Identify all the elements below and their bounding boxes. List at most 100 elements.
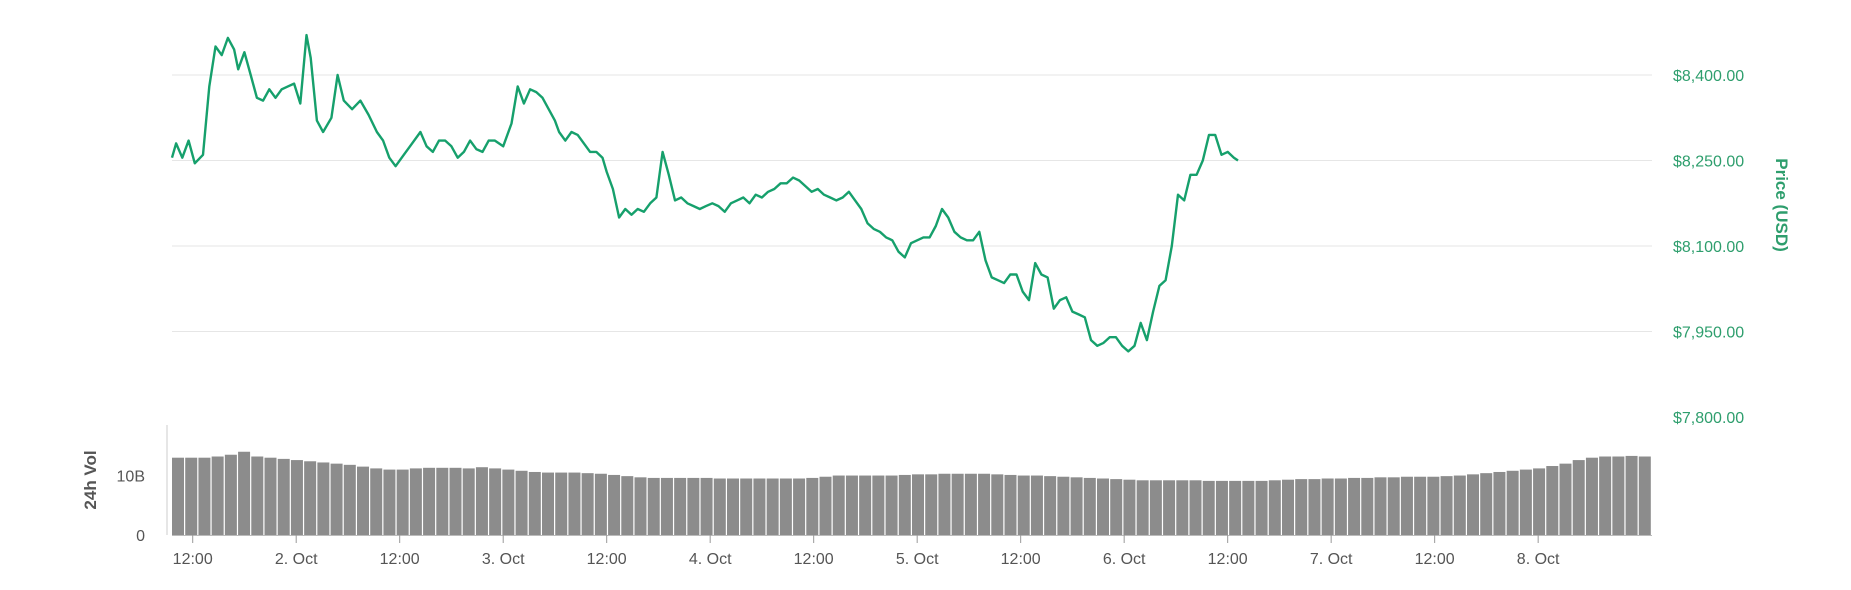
volume-bar [1044,476,1057,535]
volume-bar [991,474,1004,535]
volume-bar [1506,470,1519,535]
x-tick-label: 7. Oct [1310,551,1353,568]
volume-bar [1189,480,1202,535]
volume-bar [1229,480,1242,535]
price-tick-label: $7,800.00 [1673,410,1744,427]
volume-bar [370,468,383,535]
volume-bar [647,477,660,535]
volume-bar [1585,457,1598,535]
volume-bar [1440,476,1453,535]
volume-bar [502,469,515,535]
volume-bar [264,457,277,535]
volume-bar [819,476,832,535]
volume-bar [713,478,726,535]
volume-bars [172,451,1652,536]
volume-bar [1612,456,1625,535]
volume-bar [1149,480,1162,535]
volume-bar [1348,477,1361,535]
x-tick-label: 12:00 [1415,551,1455,568]
volume-bar [885,475,898,535]
volume-bar [528,471,541,535]
volume-bar [1202,480,1215,535]
volume-bar [172,457,185,535]
volume-bar [238,451,251,535]
volume-bar [1321,478,1334,535]
volume-bar [1467,474,1480,535]
volume-bar [674,477,687,535]
volume-bar [409,468,422,535]
volume-bar [859,475,872,535]
volume-bar [1163,480,1176,535]
x-tick-label: 4. Oct [689,551,732,568]
volume-bar [793,478,806,535]
volume-bar [1493,471,1506,535]
volume-bar [1533,468,1546,535]
volume-bar [832,475,845,535]
x-tick-label: 12:00 [587,551,627,568]
volume-bar [1374,477,1387,535]
volume-bar [1519,469,1532,535]
volume-bar [740,478,753,535]
grid-layer [172,74,1652,332]
x-tick-label: 6. Oct [1103,551,1146,568]
volume-bar [660,477,673,535]
price-tick-label: $8,400.00 [1673,68,1744,85]
volume-bar [462,468,475,535]
volume-bar [608,474,621,535]
volume-bar [898,474,911,535]
volume-bar [727,478,740,535]
volume-bar [185,457,198,535]
volume-bar [806,477,819,535]
volume-bar [1242,480,1255,535]
volume-bar [779,478,792,535]
volume-bar [687,477,700,535]
volume-bar [1599,456,1612,535]
volume-bar [1268,480,1281,535]
volume-bar [1215,480,1228,535]
x-tick-label: 12:00 [380,551,420,568]
volume-bar [277,458,290,535]
volume-tick-label: 10B [117,469,145,486]
volume-bar [290,460,303,535]
volume-bar [1414,476,1427,535]
volume-bar [304,461,317,535]
volume-bar [383,469,396,535]
price-tick-label: $7,950.00 [1673,325,1744,342]
volume-bar [964,473,977,535]
volume-bar [1453,475,1466,535]
volume-bar [1480,473,1493,535]
volume-bar [224,454,237,535]
volume-bar [938,473,951,535]
volume-bar [330,463,343,535]
volume-bar [251,456,264,535]
volume-bar [1083,477,1096,535]
volume-bar [1638,456,1651,535]
volume-bar [542,472,555,535]
volume-bar [1030,475,1043,535]
x-tick-label: 3. Oct [482,551,525,568]
volume-bar [198,457,211,535]
axis-layer: $8,400.00 $8,250.00 $8,100.00 $7,950.00 $7,8… [117,68,1745,568]
volume-bar [1070,477,1083,535]
volume-bar [621,476,634,535]
volume-bar [1282,479,1295,535]
volume-tick-label: 0 [136,528,145,545]
volume-bar [1361,477,1374,535]
volume-bar [766,478,779,535]
volume-bar [1334,478,1347,535]
x-tick-label: 8. Oct [1517,551,1560,568]
price-line-layer [170,33,1239,353]
volume-bar [343,464,356,535]
volume-bar [1097,478,1110,535]
volume-bar [489,468,502,535]
volume-bar [925,474,938,535]
volume-bar [634,477,647,535]
x-tick-label: 12:00 [1001,551,1041,568]
volume-bar [1136,480,1149,535]
volume-axis-title: 24h Vol [81,450,100,509]
volume-bar [845,475,858,535]
volume-bar [1625,455,1638,535]
volume-bar [423,467,436,535]
